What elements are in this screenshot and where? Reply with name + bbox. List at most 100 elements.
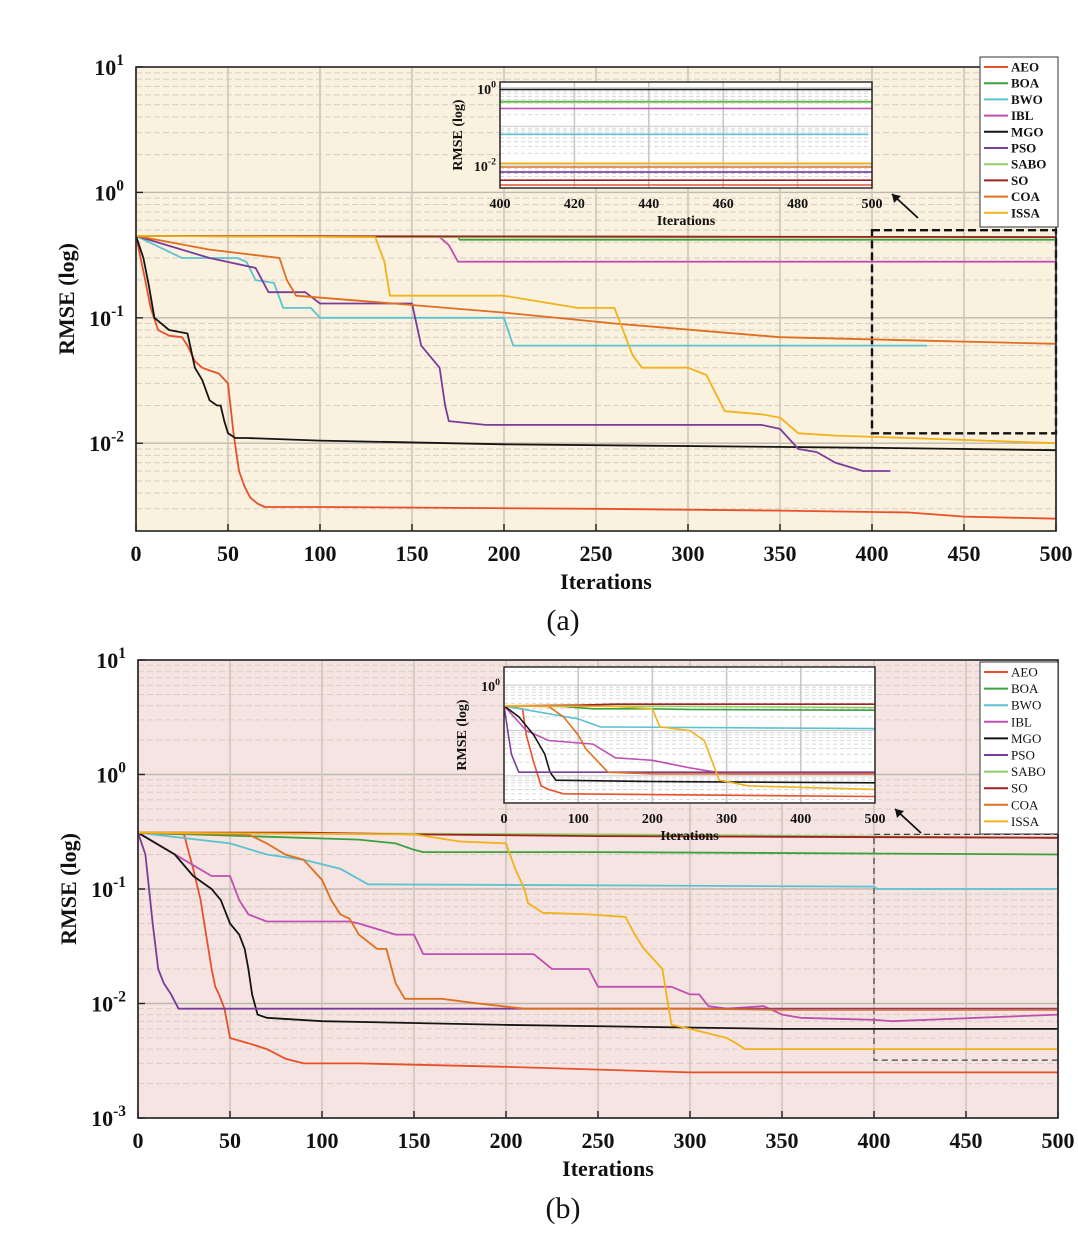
x-axis-label: Iterations — [562, 1156, 654, 1181]
x-tick-label: 200 — [490, 1128, 523, 1153]
x-tick-label: 150 — [398, 1128, 431, 1153]
panel-caption: (b) — [546, 1192, 581, 1225]
panel-b: 0 50 100 150 200 250 300 350 400 450 500 101 100 10-1… — [56, 645, 1075, 1225]
legend-label-BWO: BWO — [1011, 698, 1041, 713]
x-axis-label: Iterations — [560, 569, 652, 594]
x-tick-label: 400 — [858, 1128, 891, 1153]
x-tick-label: 250 — [580, 541, 613, 566]
x-tick-label: 300 — [674, 1128, 707, 1153]
y-axis-label: RMSE (log) — [56, 833, 81, 945]
legend-label-MGO: MGO — [1011, 731, 1041, 746]
legend-label-SO: SO — [1011, 173, 1028, 188]
inset-series-PSO — [503, 705, 875, 774]
legend-label-PSO: PSO — [1011, 141, 1036, 156]
x-tick-label: 150 — [396, 541, 429, 566]
x-tick-label: 50 — [217, 541, 239, 566]
y-tick-label: 10-1 — [89, 303, 124, 331]
series-line-PSO — [135, 235, 891, 472]
legend-label-PSO: PSO — [1011, 748, 1035, 763]
series-line-BWO — [137, 831, 1058, 890]
x-tick-label: 500 — [1040, 541, 1073, 566]
x-tick-label: 500 — [1042, 1128, 1075, 1153]
inset-y-tick-label: 10-2 — [474, 157, 496, 175]
series-line-ISSA — [135, 235, 1057, 445]
inset-x-tick-label: 440 — [638, 197, 659, 212]
y-tick-label: 10-1 — [91, 874, 126, 902]
y-tick-label: 10-2 — [91, 989, 126, 1017]
inset-y-axis-label: RMSE (log) — [455, 699, 470, 771]
series-line-IBL — [137, 831, 1059, 1023]
inset-x-tick-label: 400 — [790, 812, 811, 827]
legend-label-AEO: AEO — [1011, 665, 1038, 680]
inset-frame — [503, 666, 876, 804]
series-line-COA — [137, 831, 1058, 1011]
x-tick-label: 300 — [672, 541, 705, 566]
series-line-BWO — [135, 235, 928, 347]
inset-x-tick-label: 500 — [862, 197, 883, 212]
inset-series-MGO — [503, 705, 876, 784]
x-tick-label: 450 — [948, 541, 981, 566]
legend-label-BOA: BOA — [1011, 76, 1040, 91]
legend-label-ISSA: ISSA — [1011, 814, 1040, 829]
inset-series-AEO — [503, 705, 876, 798]
series-line-PSO — [137, 832, 1058, 1010]
legend-label-IBL: IBL — [1011, 108, 1034, 123]
inset-y-tick-label: 100 — [481, 677, 500, 695]
inset-series-BWO — [503, 705, 876, 730]
inset-x-axis-label: Iterations — [660, 829, 719, 844]
inset-frame — [499, 81, 873, 189]
x-tick-label: 250 — [582, 1128, 615, 1153]
series-line-COA — [135, 235, 1057, 345]
inset-x-tick-label: 0 — [501, 812, 508, 827]
inset: 0 100 200 300 400 500 100 Iterations RMSE (log) — [455, 666, 886, 844]
x-tick-label: 100 — [304, 541, 337, 566]
inset-x-tick-label: 480 — [787, 197, 808, 212]
series-line-AEO — [137, 831, 1058, 1074]
inset-x-tick-label: 420 — [564, 197, 585, 212]
x-tick-label: 100 — [306, 1128, 339, 1153]
legend-label-COA: COA — [1011, 797, 1039, 812]
inset-x-tick-label: 500 — [865, 812, 886, 827]
x-tick-label: 50 — [219, 1128, 241, 1153]
y-tick-label: 101 — [94, 52, 124, 80]
x-tick-label: 0 — [133, 1128, 144, 1153]
arrow-head — [892, 194, 901, 203]
series-line-ISSA — [137, 831, 1058, 1050]
x-tick-label: 200 — [488, 541, 521, 566]
legend-label-COA: COA — [1011, 189, 1041, 204]
legend-label-SO: SO — [1011, 781, 1028, 796]
y-tick-label: 10-3 — [91, 1103, 126, 1131]
y-axis-label: RMSE (log) — [54, 243, 79, 355]
legend-box — [979, 56, 1059, 228]
series-line-MGO — [137, 831, 1058, 1030]
series-line-AEO — [135, 235, 1057, 520]
inset-x-tick-label: 100 — [568, 812, 589, 827]
legend-label-SABO: SABO — [1011, 157, 1046, 172]
series-line-BOA — [137, 831, 1059, 856]
inset-y-tick-label: 100 — [477, 79, 496, 97]
legend-label-BWO: BWO — [1011, 92, 1043, 107]
panel-a: 0 50 100 150 200 250 300 350 400 450 500 101 100 10-1… — [54, 52, 1073, 637]
y-tick-label: 100 — [96, 760, 126, 788]
inset-y-axis-label: RMSE (log) — [451, 99, 466, 171]
inset-series-ISSA — [503, 704, 876, 791]
inset-x-tick-label: 460 — [713, 197, 734, 212]
series-line-MGO — [135, 235, 1057, 452]
y-tick-label: 100 — [94, 178, 124, 206]
inset-x-axis-label: Iterations — [657, 214, 716, 229]
legend-label-MGO: MGO — [1011, 124, 1044, 139]
inset-series-COA — [503, 705, 875, 775]
legend-label-AEO: AEO — [1011, 60, 1039, 75]
legend-label-SABO: SABO — [1011, 764, 1046, 779]
x-tick-label: 350 — [766, 1128, 799, 1153]
x-tick-label: 450 — [950, 1128, 983, 1153]
legend-label-IBL: IBL — [1011, 714, 1032, 729]
y-tick-label: 10-2 — [89, 428, 124, 456]
inset-x-tick-label: 300 — [716, 812, 737, 827]
x-tick-label: 400 — [856, 541, 889, 566]
zoom-box — [873, 833, 1059, 1061]
legend-label-BOA: BOA — [1011, 681, 1039, 696]
